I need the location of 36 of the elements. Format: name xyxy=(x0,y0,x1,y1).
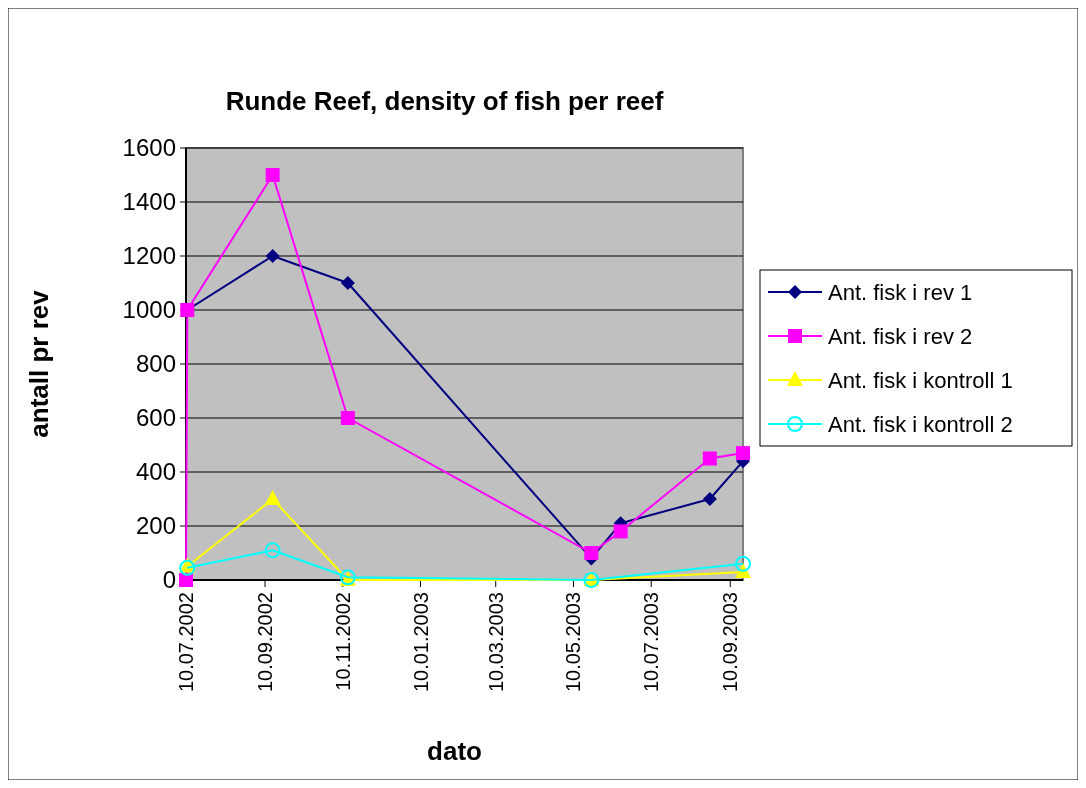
legend-label: Ant. fisk i kontroll 1 xyxy=(828,367,1013,393)
legend-label: Ant. fisk i kontroll 2 xyxy=(828,411,1013,437)
y-tick-label: 1600 xyxy=(122,134,176,162)
y-tick-label: 600 xyxy=(135,404,176,432)
y-tick-label: 0 xyxy=(162,566,176,594)
point xyxy=(736,446,750,461)
y-tick-label: 200 xyxy=(135,512,176,540)
legend-label: Ant. fisk i rev 1 xyxy=(828,279,973,305)
point xyxy=(264,542,281,559)
x-tick-label: 10.03.2003 xyxy=(484,592,507,693)
point xyxy=(735,555,751,572)
point xyxy=(702,451,717,466)
point xyxy=(264,490,281,505)
x-tick-label: 10.09.2002 xyxy=(254,592,277,693)
x-tick-label: 10.07.2003 xyxy=(640,592,663,693)
x-tick-label: 10.07.2002 xyxy=(175,592,197,693)
y-axis-title: antall pr rev xyxy=(24,289,54,438)
point xyxy=(584,546,599,560)
x-tick-label: 10.05.2003 xyxy=(562,592,585,693)
y-tick-label: 800 xyxy=(135,350,176,378)
x-tick-label: 10.01.2003 xyxy=(409,592,432,693)
x-tick-label: 10.11.2002 xyxy=(331,592,354,691)
y-tick-label: 1400 xyxy=(122,188,176,216)
x-axis-title: dato xyxy=(427,736,482,766)
legend-label: Ant. fisk i rev 2 xyxy=(828,323,973,349)
chart-title: Runde Reef, density of fish per reef xyxy=(225,86,664,116)
y-tick-label: 1000 xyxy=(122,296,176,324)
point xyxy=(265,249,280,263)
y-tick-label: 400 xyxy=(135,458,176,486)
point xyxy=(340,411,355,425)
point xyxy=(613,524,628,539)
point xyxy=(340,276,355,290)
x-tick-label: 10.09.2003 xyxy=(719,592,742,693)
y-tick-label: 1200 xyxy=(122,242,176,270)
point xyxy=(702,492,717,506)
point xyxy=(265,168,280,182)
